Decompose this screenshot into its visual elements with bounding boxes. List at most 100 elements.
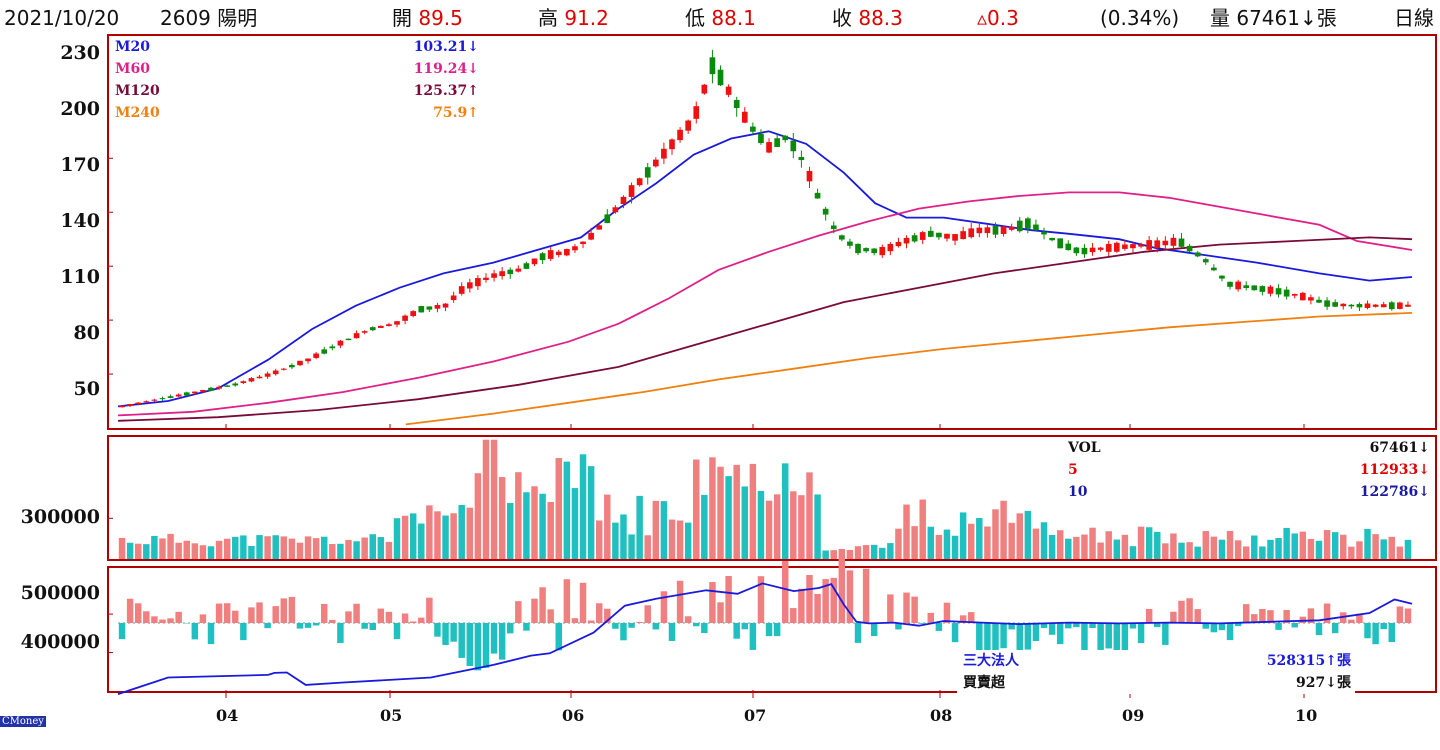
candle-body (911, 235, 918, 242)
net-buy-sell-bar (272, 606, 279, 623)
volume-bar (1178, 542, 1185, 559)
candle-body (1324, 300, 1330, 307)
candle-body (426, 306, 433, 310)
volume-bar (1202, 531, 1210, 559)
net-buy-sell-bar (1315, 623, 1323, 636)
candle-body (1057, 238, 1064, 249)
net-buy-sell-bar (765, 623, 773, 637)
candle-body (466, 282, 473, 289)
net-buy-sell-bar (701, 623, 708, 633)
candle-body (539, 253, 546, 261)
net-buy-sell-bar (781, 560, 789, 623)
volume-bar (223, 538, 231, 559)
net-buy-sell-bar (1065, 623, 1072, 629)
net-buy-sell-bar (466, 623, 474, 667)
net-buy-sell-bar (806, 575, 813, 623)
legend-vol5: 5 112933↓ (1068, 462, 1430, 478)
volume-bar (701, 494, 708, 559)
header-period[interactable]: 日線 (1394, 6, 1434, 30)
net-buy-sell-bar (1097, 623, 1104, 650)
candle-body (192, 391, 198, 394)
volume-bar (579, 454, 587, 559)
candle-body (1251, 285, 1258, 291)
volume-bar (595, 520, 603, 559)
volume-bar (660, 501, 668, 559)
net-buy-sell-bar (353, 603, 360, 623)
volume-bar (329, 544, 336, 559)
volume-bar (1137, 526, 1145, 559)
candle-body (1356, 304, 1363, 308)
volume-bar (1323, 530, 1331, 559)
candle-body (507, 269, 514, 275)
volume-bar (571, 488, 579, 559)
candle-body (944, 233, 950, 239)
volume-bar (353, 541, 360, 559)
net-buy-sell-bar (531, 598, 538, 623)
net-buy-sell-bar (337, 623, 344, 644)
net-buy-sell-bar (369, 623, 376, 631)
net-buy-sell-bar (1251, 614, 1258, 623)
candle-body (523, 263, 530, 269)
candle-body (976, 227, 983, 234)
institutional-panel (107, 566, 1437, 693)
candle-body (127, 404, 133, 406)
candle-body (345, 338, 352, 341)
net-buy-sell-bar (1380, 623, 1387, 630)
volume-bar (741, 486, 749, 559)
volume-bar (215, 540, 223, 559)
net-buy-sell-bar (798, 588, 805, 623)
net-buy-sell-bar (660, 591, 668, 623)
volume-bar (482, 439, 490, 559)
net-buy-sell-bar (418, 617, 425, 623)
net-buy-sell-bar (1194, 609, 1201, 623)
volume-tick-300000: 300000 (20, 506, 100, 528)
net-buy-sell-bar (1267, 610, 1274, 623)
candle-body (1291, 293, 1298, 296)
net-buy-sell-bar (377, 608, 385, 623)
volume-bar (296, 542, 304, 559)
net-buy-sell-bar (304, 623, 312, 628)
candle-body (1275, 288, 1282, 295)
volume-bar (240, 535, 247, 559)
net-buy-sell-bar (547, 609, 554, 623)
month-label-10: 10 (1295, 706, 1318, 725)
net-buy-sell-bar (409, 621, 417, 623)
legend-m60: M60 119.24↓ (115, 61, 479, 77)
volume-bar (919, 499, 926, 559)
header-stock: 2609 陽明 (160, 6, 258, 30)
net-buy-sell-bar (725, 576, 732, 623)
candle-body (919, 232, 926, 240)
price-tick-80: 80 (73, 322, 100, 344)
candle-body (766, 142, 772, 153)
candle-body (1170, 237, 1177, 246)
volume-bar (676, 520, 684, 559)
volume-bar (1259, 546, 1266, 559)
volume-bar (304, 536, 312, 559)
cmoney-logo: CMoney (0, 716, 46, 727)
volume-bar (1162, 543, 1169, 559)
volume-bar (1008, 522, 1015, 559)
net-buy-sell-bar (959, 615, 967, 623)
net-buy-sell-bar (199, 614, 207, 623)
net-buy-sell-bar (992, 623, 999, 673)
header-low: 低 88.1 (685, 4, 756, 32)
candle-body (968, 228, 975, 238)
volume-bar (870, 544, 878, 559)
header-open: 開 89.5 (392, 4, 463, 32)
volume-bar (806, 472, 813, 559)
volume-bar (984, 526, 991, 559)
volume-bar (1218, 539, 1226, 559)
volume-bar (733, 464, 740, 559)
volume-bar (798, 495, 805, 559)
candle-body (580, 241, 586, 245)
net-buy-sell-bar (288, 596, 296, 623)
candle-body (960, 231, 966, 240)
volume-bar (442, 515, 449, 559)
candle-body (1089, 247, 1096, 253)
legend-m20: M20 103.21↓ (115, 39, 479, 55)
ma-line-m60 (117, 191, 1413, 417)
volume-bar (207, 546, 215, 559)
candle-body (1348, 304, 1355, 307)
volume-bar (668, 519, 676, 559)
net-buy-sell-bar (143, 611, 150, 623)
